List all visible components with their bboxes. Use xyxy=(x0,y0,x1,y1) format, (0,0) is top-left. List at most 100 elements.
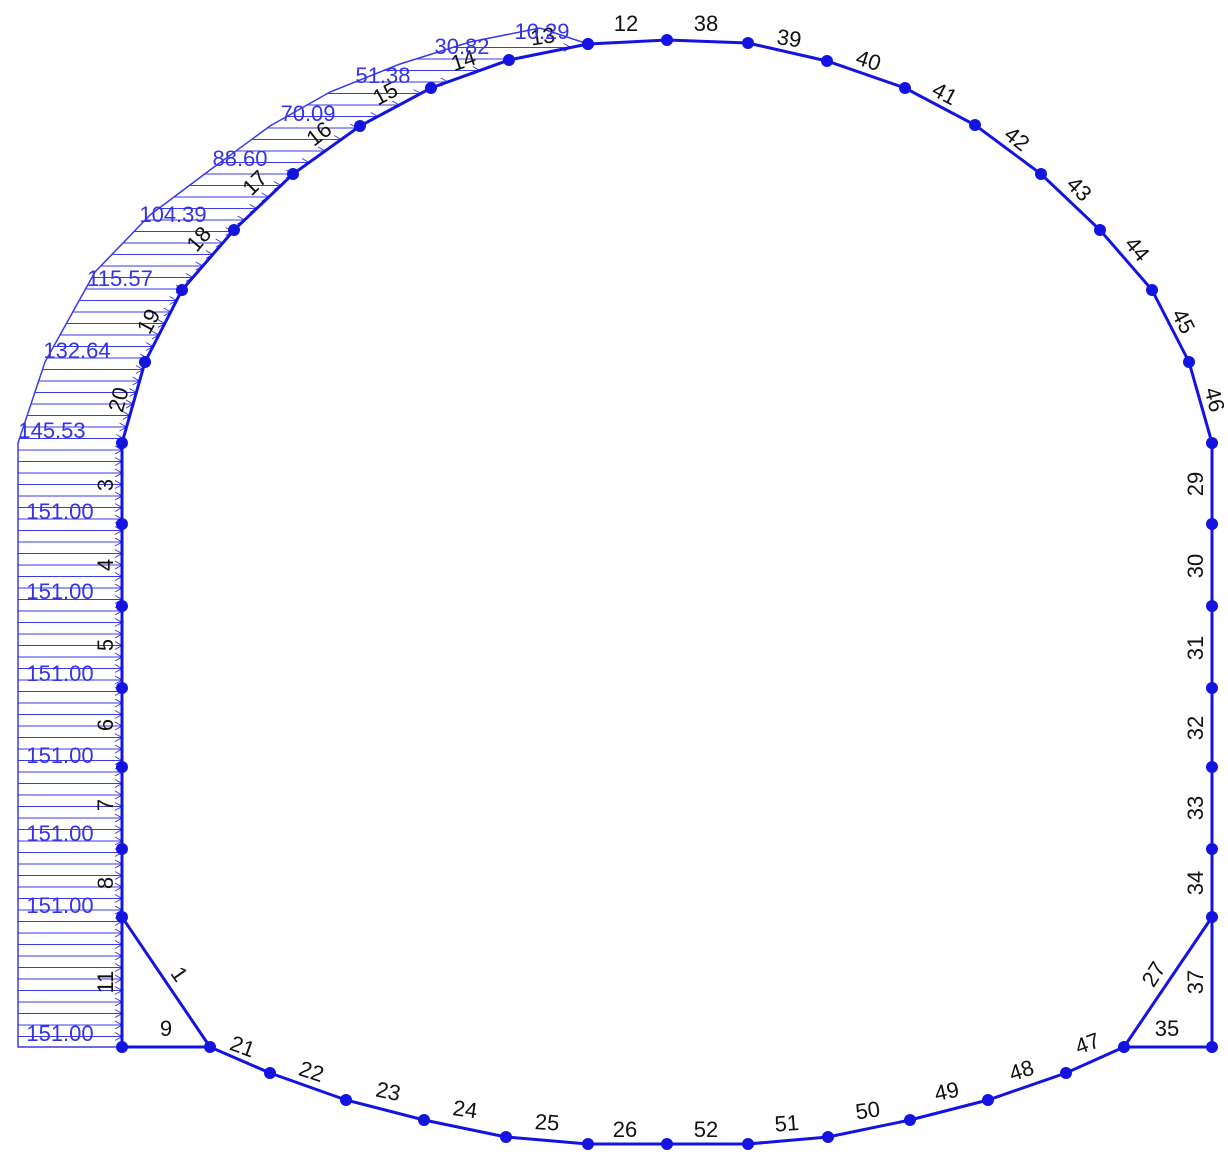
node xyxy=(1146,284,1158,296)
node xyxy=(1206,1041,1218,1053)
element-label: 13 xyxy=(529,22,557,50)
strut xyxy=(1122,916,1214,1048)
element-label: 31 xyxy=(1183,636,1208,660)
node xyxy=(116,911,128,923)
element-label: 42 xyxy=(1000,121,1035,156)
element-label: 6 xyxy=(93,719,118,731)
node xyxy=(1206,600,1218,612)
load-label: 145.53 xyxy=(18,418,85,443)
load-label: 104.39 xyxy=(139,202,206,227)
load-label: 151.00 xyxy=(26,579,93,604)
element-label: 41 xyxy=(928,77,961,111)
node xyxy=(1035,168,1047,180)
node xyxy=(582,38,594,50)
element-label: 30 xyxy=(1183,554,1208,578)
element-label: 29 xyxy=(1183,472,1208,496)
node xyxy=(287,168,299,180)
element-label: 43 xyxy=(1062,171,1097,206)
node xyxy=(742,1138,754,1150)
element-label: 9 xyxy=(160,1016,172,1041)
element-label: 5 xyxy=(93,639,118,651)
element-label: 24 xyxy=(451,1095,479,1123)
node xyxy=(899,82,911,94)
strut xyxy=(120,916,212,1048)
node xyxy=(116,518,128,530)
element-label: 26 xyxy=(613,1117,637,1142)
node xyxy=(1206,911,1218,923)
node xyxy=(1206,437,1218,449)
node xyxy=(821,55,833,67)
node xyxy=(661,1138,673,1150)
invert xyxy=(122,1045,1212,1146)
load-label: 151.00 xyxy=(26,743,93,768)
element-label: 45 xyxy=(1167,305,1201,338)
node xyxy=(661,34,673,46)
element-label: 23 xyxy=(374,1077,403,1107)
element-label: 51 xyxy=(774,1110,800,1137)
load-label: 30.82 xyxy=(434,34,489,59)
element-label: 20 xyxy=(103,385,133,415)
node xyxy=(1060,1067,1072,1079)
element-label: 48 xyxy=(1006,1055,1037,1086)
node xyxy=(425,82,437,94)
node xyxy=(176,284,188,296)
load-label: 70.09 xyxy=(280,101,335,126)
load-label: 151.00 xyxy=(26,821,93,846)
node xyxy=(982,1094,994,1106)
lining xyxy=(587,38,1214,917)
node xyxy=(354,120,366,132)
element-label: 52 xyxy=(694,1117,718,1142)
element-label: 8 xyxy=(93,877,118,889)
node xyxy=(1094,224,1106,236)
node xyxy=(116,843,128,855)
element-label: 4 xyxy=(93,559,118,571)
element-label: 39 xyxy=(775,24,803,52)
node xyxy=(904,1114,916,1126)
node xyxy=(204,1041,216,1053)
node xyxy=(228,224,240,236)
element-label: 47 xyxy=(1072,1027,1104,1059)
element-label: 37 xyxy=(1183,970,1208,994)
load-label: 88.60 xyxy=(212,146,267,171)
node xyxy=(116,761,128,773)
node xyxy=(742,37,754,49)
load-label: 51.38 xyxy=(355,63,410,88)
element-label: 32 xyxy=(1183,716,1208,740)
element-label: 34 xyxy=(1183,871,1208,895)
load-label: 115.57 xyxy=(87,266,153,291)
element-label: 7 xyxy=(93,799,118,811)
element-label: 33 xyxy=(1183,796,1208,820)
load-label: 151.00 xyxy=(26,661,93,686)
structure xyxy=(116,34,1218,1150)
element-label: 35 xyxy=(1155,1016,1179,1041)
node xyxy=(1206,843,1218,855)
node xyxy=(116,600,128,612)
load-label: 10.29 xyxy=(514,19,569,44)
node xyxy=(1118,1041,1130,1053)
element-label: 3 xyxy=(93,479,118,491)
element-label: 38 xyxy=(694,11,718,36)
element-label: 25 xyxy=(534,1109,560,1136)
load-label: 151.00 xyxy=(26,893,93,918)
node xyxy=(822,1131,834,1143)
element-label: 11 xyxy=(93,971,118,994)
element-label: 12 xyxy=(614,11,638,36)
node xyxy=(116,682,128,694)
node xyxy=(116,1041,128,1053)
node xyxy=(500,1131,512,1143)
load-label: 151.00 xyxy=(26,499,93,524)
element-label: 1 xyxy=(166,962,194,986)
node xyxy=(264,1067,276,1079)
node xyxy=(503,54,515,66)
node xyxy=(1206,682,1218,694)
node xyxy=(1206,761,1218,773)
load-area xyxy=(17,27,591,1048)
load-label: 132.64 xyxy=(43,338,110,363)
node xyxy=(340,1094,352,1106)
node xyxy=(139,356,151,368)
node xyxy=(1206,518,1218,530)
element-label: 50 xyxy=(854,1096,882,1124)
load-label: 151.00 xyxy=(26,1021,93,1046)
load-outline xyxy=(17,27,591,1048)
